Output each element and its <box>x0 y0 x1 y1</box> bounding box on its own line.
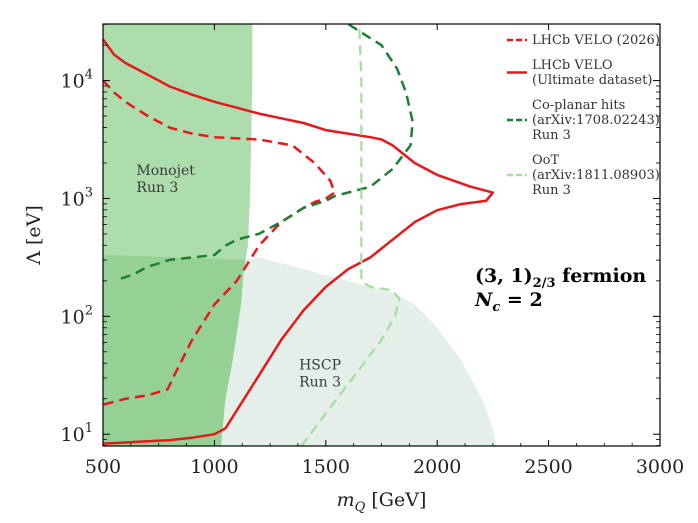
region-label-hscp: HSCP <box>299 357 341 373</box>
region-label-hscp: Run 3 <box>299 374 341 390</box>
y-tick-label: 104 <box>61 68 93 93</box>
y-axis-title: Λ [eV] <box>23 205 45 266</box>
legend-label-oot-arxiv-1811-08903-run-3: Run 3 <box>532 183 571 198</box>
series-oot-arxiv-1811-08903-run-3 <box>300 24 401 446</box>
region-label-monojet: Monojet <box>136 163 195 179</box>
x-axis: 500 1000 1500 2000 2500 3000 <box>85 24 684 478</box>
x-tick-label: 500 <box>85 456 121 478</box>
legend-label-co-planar-hits-arxiv-1708-02243-run-3: (arXiv:1708.02243) <box>532 113 660 128</box>
x-tick-label: 1000 <box>190 456 238 478</box>
y-tick-label: 101 <box>61 421 93 446</box>
legend-label-co-planar-hits-arxiv-1708-02243-run-3: Run 3 <box>532 128 571 143</box>
x-tick-label: 2500 <box>524 456 572 478</box>
x-tick-label: 2000 <box>413 456 461 478</box>
y-tick-label: 103 <box>61 185 93 210</box>
legend-label-oot-arxiv-1811-08903-run-3: (arXiv:1811.08903) <box>532 168 660 183</box>
y-axis: 101 102 103 104 <box>61 23 660 446</box>
region-hscp <box>221 257 497 446</box>
y-tick-label: 102 <box>61 303 93 328</box>
region-monojet-overlap <box>103 255 246 446</box>
legend-label-oot-arxiv-1811-08903-run-3: OoT <box>532 153 559 168</box>
shaded-regions <box>103 24 497 446</box>
legend-label-co-planar-hits-arxiv-1708-02243-run-3: Co-planar hits <box>532 98 625 113</box>
series-co-planar-hits-arxiv-1708-02243-run-3 <box>120 24 414 280</box>
legend-label-lhcb-velo-ultimate-dataset: (Ultimate dataset) <box>532 73 652 88</box>
legend: LHCb VELO (2026) LHCb VELO(Ultimate datas… <box>507 33 660 198</box>
annotation-representation: (3, 1)2/3 fermion <box>475 265 646 291</box>
region-label-monojet: Run 3 <box>136 180 178 196</box>
x-axis-title: mQ [GeV] <box>337 489 427 515</box>
curves <box>103 24 495 446</box>
legend-label-lhcb-velo-ultimate-dataset: LHCb VELO <box>532 58 613 73</box>
axis-titles: mQ [GeV] Λ [eV] <box>23 205 426 515</box>
x-tick-label: 3000 <box>636 456 684 478</box>
series-lhcb-velo-ultimate-dataset <box>103 38 495 445</box>
legend-label-lhcb-velo-2026: LHCb VELO (2026) <box>532 33 660 48</box>
series-lhcb-velo-2026 <box>103 79 336 406</box>
annotation-colors: Nc = 2 <box>474 289 543 315</box>
x-tick-label: 1500 <box>302 456 350 478</box>
